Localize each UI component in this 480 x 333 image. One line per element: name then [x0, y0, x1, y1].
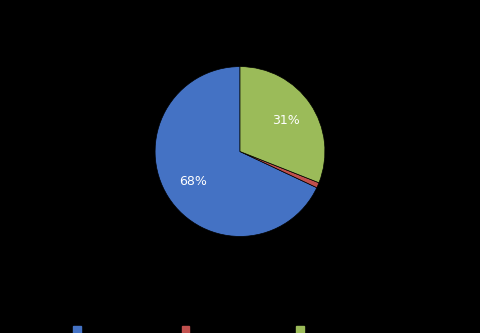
Wedge shape — [240, 152, 319, 188]
Legend: Wages & Salaries, Employee Benefits, Operating Expenses: Wages & Salaries, Employee Benefits, Ope… — [70, 321, 410, 333]
Text: 31%: 31% — [272, 114, 300, 127]
Text: 1%: 1% — [0, 332, 1, 333]
Wedge shape — [155, 67, 317, 236]
Wedge shape — [240, 67, 325, 183]
Text: 68%: 68% — [180, 174, 207, 187]
